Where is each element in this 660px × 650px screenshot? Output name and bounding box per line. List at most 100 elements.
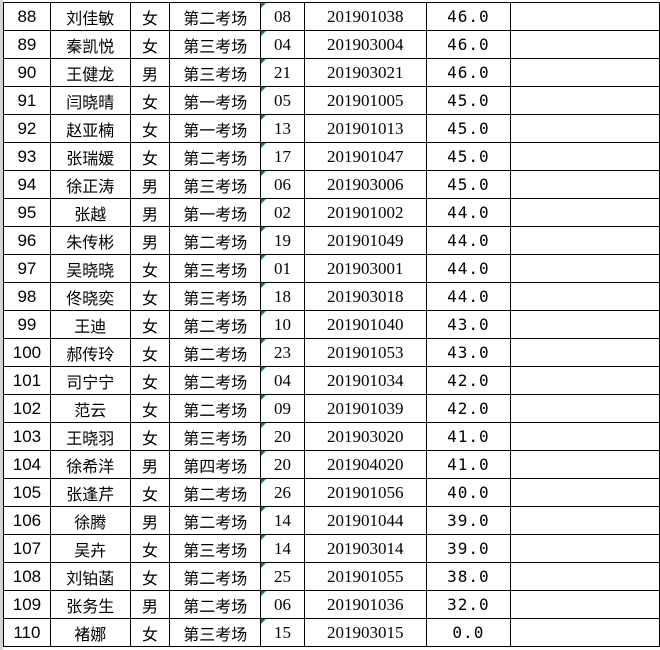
exam-room-cell[interactable]: 第四考场: [169, 450, 262, 479]
seat-number-cell[interactable]: 04: [260, 366, 305, 395]
gender-cell[interactable]: 女: [129, 618, 171, 647]
row-number[interactable]: 95: [3, 198, 51, 227]
gender-cell[interactable]: 女: [129, 114, 171, 143]
seat-number-cell[interactable]: 26: [260, 478, 305, 507]
score-cell[interactable]: 43.0: [425, 338, 512, 367]
exam-room-cell[interactable]: 第一考场: [169, 198, 262, 227]
empty-cell[interactable]: [510, 366, 660, 395]
empty-cell[interactable]: [510, 478, 660, 507]
seat-number-cell[interactable]: 13: [260, 114, 305, 143]
exam-id-cell[interactable]: 201903021: [303, 58, 427, 87]
gender-cell[interactable]: 女: [129, 142, 171, 171]
empty-cell[interactable]: [510, 562, 660, 591]
exam-room-cell[interactable]: 第三考场: [169, 30, 262, 59]
gender-cell[interactable]: 女: [129, 338, 171, 367]
exam-id-cell[interactable]: 201904020: [303, 450, 427, 479]
name-cell[interactable]: 郝传玲: [49, 338, 131, 367]
name-cell[interactable]: 闫晓晴: [49, 86, 131, 115]
score-cell[interactable]: 41.0: [425, 450, 512, 479]
gender-cell[interactable]: 女: [129, 310, 171, 339]
gender-cell[interactable]: 女: [129, 254, 171, 283]
score-cell[interactable]: 44.0: [425, 198, 512, 227]
empty-cell[interactable]: [510, 254, 660, 283]
row-number[interactable]: 88: [3, 2, 51, 31]
gender-cell[interactable]: 女: [129, 394, 171, 423]
name-cell[interactable]: 徐正涛: [49, 170, 131, 199]
gender-cell[interactable]: 男: [129, 170, 171, 199]
row-number[interactable]: 106: [3, 506, 51, 535]
seat-number-cell[interactable]: 04: [260, 30, 305, 59]
empty-cell[interactable]: [510, 170, 660, 199]
empty-cell[interactable]: [510, 394, 660, 423]
seat-number-cell[interactable]: 06: [260, 170, 305, 199]
seat-number-cell[interactable]: 21: [260, 58, 305, 87]
gender-cell[interactable]: 女: [129, 478, 171, 507]
exam-id-cell[interactable]: 201901036: [303, 590, 427, 619]
row-number[interactable]: 102: [3, 394, 51, 423]
seat-number-cell[interactable]: 18: [260, 282, 305, 311]
score-cell[interactable]: 42.0: [425, 394, 512, 423]
exam-room-cell[interactable]: 第一考场: [169, 86, 262, 115]
score-cell[interactable]: 44.0: [425, 254, 512, 283]
empty-cell[interactable]: [510, 2, 660, 31]
empty-cell[interactable]: [510, 422, 660, 451]
seat-number-cell[interactable]: 01: [260, 254, 305, 283]
score-cell[interactable]: 41.0: [425, 422, 512, 451]
score-cell[interactable]: 45.0: [425, 170, 512, 199]
row-number[interactable]: 90: [3, 58, 51, 87]
name-cell[interactable]: 吴卉: [49, 534, 131, 563]
empty-cell[interactable]: [510, 282, 660, 311]
score-cell[interactable]: 46.0: [425, 30, 512, 59]
row-number[interactable]: 110: [3, 618, 51, 647]
gender-cell[interactable]: 男: [129, 590, 171, 619]
seat-number-cell[interactable]: 17: [260, 142, 305, 171]
score-cell[interactable]: 39.0: [425, 534, 512, 563]
empty-cell[interactable]: [510, 198, 660, 227]
seat-number-cell[interactable]: 20: [260, 422, 305, 451]
name-cell[interactable]: 张瑞媛: [49, 142, 131, 171]
empty-cell[interactable]: [510, 450, 660, 479]
empty-cell[interactable]: [510, 590, 660, 619]
exam-room-cell[interactable]: 第三考场: [169, 422, 262, 451]
score-cell[interactable]: 42.0: [425, 366, 512, 395]
score-cell[interactable]: 44.0: [425, 226, 512, 255]
empty-cell[interactable]: [510, 534, 660, 563]
gender-cell[interactable]: 男: [129, 450, 171, 479]
exam-room-cell[interactable]: 第二考场: [169, 226, 262, 255]
name-cell[interactable]: 佟晓奕: [49, 282, 131, 311]
gender-cell[interactable]: 女: [129, 86, 171, 115]
row-number[interactable]: 93: [3, 142, 51, 171]
exam-id-cell[interactable]: 201901056: [303, 478, 427, 507]
row-number[interactable]: 104: [3, 450, 51, 479]
seat-number-cell[interactable]: 19: [260, 226, 305, 255]
seat-number-cell[interactable]: 23: [260, 338, 305, 367]
seat-number-cell[interactable]: 14: [260, 506, 305, 535]
seat-number-cell[interactable]: 06: [260, 590, 305, 619]
row-number[interactable]: 105: [3, 478, 51, 507]
row-number[interactable]: 99: [3, 310, 51, 339]
exam-room-cell[interactable]: 第二考场: [169, 2, 262, 31]
name-cell[interactable]: 赵亚楠: [49, 114, 131, 143]
exam-id-cell[interactable]: 201901044: [303, 506, 427, 535]
name-cell[interactable]: 刘铂菡: [49, 562, 131, 591]
seat-number-cell[interactable]: 10: [260, 310, 305, 339]
empty-cell[interactable]: [510, 114, 660, 143]
exam-id-cell[interactable]: 201901039: [303, 394, 427, 423]
exam-id-cell[interactable]: 201901038: [303, 2, 427, 31]
gender-cell[interactable]: 女: [129, 366, 171, 395]
gender-cell[interactable]: 女: [129, 30, 171, 59]
name-cell[interactable]: 张越: [49, 198, 131, 227]
exam-id-cell[interactable]: 201903014: [303, 534, 427, 563]
gender-cell[interactable]: 女: [129, 2, 171, 31]
score-cell[interactable]: 45.0: [425, 86, 512, 115]
empty-cell[interactable]: [510, 58, 660, 87]
exam-room-cell[interactable]: 第三考场: [169, 254, 262, 283]
gender-cell[interactable]: 男: [129, 506, 171, 535]
exam-id-cell[interactable]: 201903006: [303, 170, 427, 199]
empty-cell[interactable]: [510, 30, 660, 59]
name-cell[interactable]: 张逢芹: [49, 478, 131, 507]
row-number[interactable]: 98: [3, 282, 51, 311]
name-cell[interactable]: 王迪: [49, 310, 131, 339]
gender-cell[interactable]: 女: [129, 422, 171, 451]
row-number[interactable]: 89: [3, 30, 51, 59]
